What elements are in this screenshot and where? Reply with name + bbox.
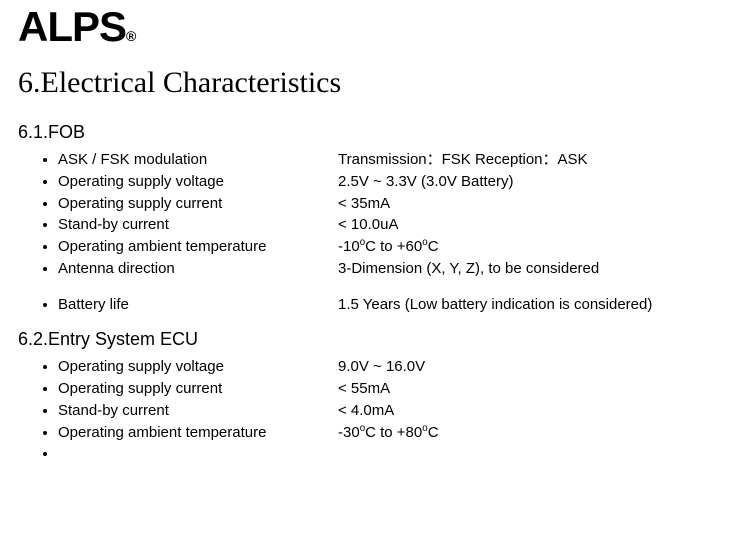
spec-item	[58, 443, 730, 458]
spec-value: < 35mA	[338, 193, 730, 215]
spec-label: Battery life	[58, 294, 338, 316]
spec-item: Operating ambient temperature-10oC to +6…	[58, 236, 730, 258]
spec-value: < 55mA	[338, 378, 730, 400]
spec-row: Operating ambient temperature-10oC to +6…	[58, 236, 730, 258]
spec-row: Operating supply voltage9.0V ~ 16.0V	[58, 356, 730, 378]
spec-value: -30oC to +80oC	[338, 422, 730, 444]
spec-list-ecu: Operating supply voltage9.0V ~ 16.0VOper…	[18, 356, 730, 458]
spec-row: Operating supply voltage2.5V ~ 3.3V (3.0…	[58, 171, 730, 193]
spec-label: ASK / FSK modulation	[58, 149, 338, 171]
spec-label: Operating supply current	[58, 193, 338, 215]
spec-item: Operating supply voltage9.0V ~ 16.0V	[58, 356, 730, 378]
spec-item: ASK / FSK modulation Transmission：FSK Re…	[58, 149, 730, 171]
logo-text: ALPS	[18, 6, 126, 48]
spec-row: ASK / FSK modulation Transmission：FSK Re…	[58, 149, 730, 171]
spec-item: Operating supply current< 35mA	[58, 193, 730, 215]
spec-row: Antenna direction3-Dimension (X, Y, Z), …	[58, 258, 730, 280]
spec-item: Stand-by current< 10.0uA	[58, 214, 730, 236]
spec-item: Operating supply current< 55mA	[58, 378, 730, 400]
document-page: ALPS ® 6.Electrical Characteristics 6.1.…	[0, 0, 748, 482]
spec-value: < 4.0mA	[338, 400, 730, 422]
spec-row: Operating ambient temperature-30oC to +8…	[58, 422, 730, 444]
spec-label: Operating supply voltage	[58, 356, 338, 378]
spec-value: 1.5 Years (Low battery indication is con…	[338, 294, 730, 316]
spec-label: Operating supply current	[58, 378, 338, 400]
spec-item: Stand-by current< 4.0mA	[58, 400, 730, 422]
logo-registered: ®	[126, 28, 136, 44]
spec-label: Operating ambient temperature	[58, 422, 338, 444]
spec-value: < 10.0uA	[338, 214, 730, 236]
spec-item: Operating ambient temperature-30oC to +8…	[58, 422, 730, 444]
spec-row: Stand-by current< 10.0uA	[58, 214, 730, 236]
spec-row: Battery life1.5 Years (Low battery indic…	[58, 294, 730, 316]
spec-value: Transmission：FSK Reception：ASK	[338, 149, 730, 171]
spec-row: Stand-by current< 4.0mA	[58, 400, 730, 422]
spec-row: Operating supply current< 35mA	[58, 193, 730, 215]
spec-label: Operating supply voltage	[58, 171, 338, 193]
section-title: 6.Electrical Characteristics	[18, 66, 730, 100]
spec-list-fob: ASK / FSK modulation Transmission：FSK Re…	[18, 149, 730, 315]
subsection-fob: 6.1.FOB ASK / FSK modulation Transmissio…	[18, 122, 730, 315]
spec-item: Operating supply voltage2.5V ~ 3.3V (3.0…	[58, 171, 730, 193]
spec-item: Battery life1.5 Years (Low battery indic…	[58, 294, 730, 316]
spec-value: 9.0V ~ 16.0V	[338, 356, 730, 378]
spec-row: Operating supply current< 55mA	[58, 378, 730, 400]
subsection-ecu: 6.2.Entry System ECU Operating supply vo…	[18, 329, 730, 458]
spec-label: Operating ambient temperature	[58, 236, 338, 258]
spec-label: Antenna direction	[58, 258, 338, 280]
spec-value: -10oC to +60oC	[338, 236, 730, 258]
spec-value: 2.5V ~ 3.3V (3.0V Battery)	[338, 171, 730, 193]
subsection-heading: 6.2.Entry System ECU	[18, 329, 730, 350]
spec-label: Stand-by current	[58, 400, 338, 422]
spec-value: 3-Dimension (X, Y, Z), to be considered	[338, 258, 730, 280]
subsection-heading: 6.1.FOB	[18, 122, 730, 143]
spec-label: Stand-by current	[58, 214, 338, 236]
logo: ALPS ®	[18, 6, 730, 48]
spec-item: Antenna direction3-Dimension (X, Y, Z), …	[58, 258, 730, 280]
